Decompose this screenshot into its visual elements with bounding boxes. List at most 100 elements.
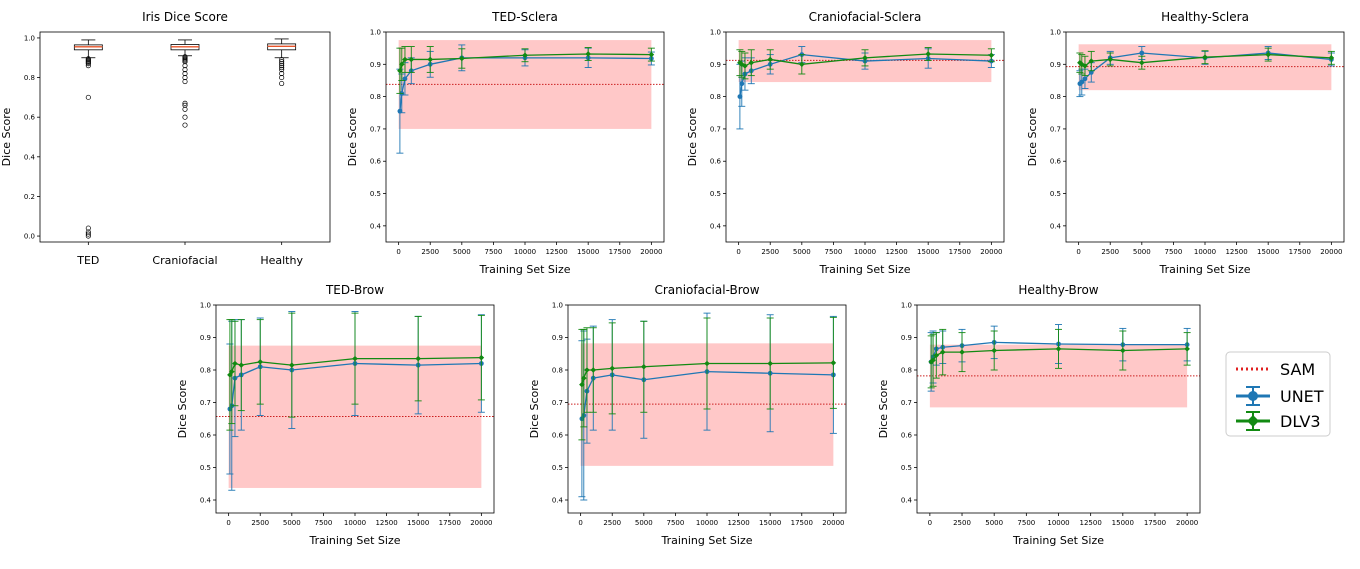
y-axis-label: Dice Score: [686, 107, 699, 166]
outlier-point: [279, 63, 285, 69]
data-point: [228, 368, 235, 375]
legend-dlv3-swatch: [1236, 411, 1270, 431]
y-tick-label: 0.0: [24, 233, 35, 241]
x-tick-label: 0: [226, 519, 230, 527]
y-tick-label: 0.8: [24, 74, 35, 82]
data-point: [739, 81, 745, 87]
data-point: [1088, 58, 1095, 64]
y-tick-label: 0.8: [552, 367, 563, 375]
x-axis-label: Training Set Size: [1012, 534, 1104, 547]
data-point: [1139, 50, 1145, 56]
chart-cranio-brow: Craniofacial-Brow Dice Score 0.4 0.5 0.6 0.7 0…: [528, 283, 847, 547]
y-tick-label: 0.6: [1050, 158, 1062, 166]
y-tick-label: 0.8: [200, 367, 211, 375]
plot-frame: [39, 31, 331, 243]
box-craniofacial: [170, 39, 200, 128]
data-point: [427, 56, 434, 63]
x-tick-label: 2500: [251, 519, 269, 527]
outlier-point: [85, 233, 91, 239]
chart-healthy-sclera: Healthy-Sclera Dice Score 0.4 0.5 0.6 0.7 0.8 0…: [1026, 10, 1345, 276]
outlier-point: [182, 102, 188, 108]
x-axis-label: Training Set Size: [478, 263, 570, 276]
data-point: [584, 367, 590, 373]
chart-title: TED-Sclera: [491, 10, 558, 24]
data-point: [580, 375, 587, 381]
plot-frame: [215, 304, 495, 514]
plot-frame: [1065, 31, 1345, 243]
plot-frame: [567, 304, 847, 514]
x-tick-label: 20000: [640, 248, 662, 256]
panels: Iris Dice Score Dice Score 0.0 0.2 0.4 0.6 0.8…: [0, 10, 1345, 547]
chart-title: Healthy-Sclera: [1161, 10, 1249, 24]
outlier-point: [279, 61, 285, 67]
y-tick-label: 0.4: [552, 497, 564, 505]
y-tick-label: 0.4: [710, 222, 722, 230]
y-tick-label: 1.0: [710, 29, 721, 37]
plot-frame: [385, 31, 665, 243]
plot-frame: [725, 31, 1005, 243]
legend-dlv3-label: DLV3: [1280, 412, 1321, 431]
chart-cranio-sclera: Craniofacial-Sclera Dice Score 0.4 0.5 0.6 0.…: [686, 10, 1005, 276]
data-point: [398, 61, 405, 68]
data-point: [522, 52, 528, 59]
chart-ted-brow: TED-Brow Dice Score 0.4 0.5 0.6 0.7 0.8 0.9 1.0 0…: [176, 283, 495, 547]
data-point: [352, 355, 358, 362]
y-axis-label: Dice Score: [528, 379, 541, 438]
y-tick-label: 1.0: [901, 302, 912, 310]
x-tick-label: 10000: [514, 248, 536, 256]
data-point: [590, 367, 597, 373]
x-tick-label: Craniofacial: [152, 254, 217, 267]
x-tick-label: 17500: [439, 519, 461, 527]
data-point: [767, 360, 773, 367]
data-point: [1082, 76, 1088, 82]
x-tick-label: 7500: [666, 519, 684, 527]
y-tick-label: 1.0: [200, 302, 211, 310]
outlier-point: [279, 65, 285, 71]
y-tick-label: 0.4: [370, 222, 382, 230]
x-tick-label: 15000: [407, 519, 429, 527]
y-tick-label: 0.8: [710, 93, 721, 101]
x-tick-label: 0: [928, 519, 932, 527]
y-tick-label: 0.5: [710, 190, 721, 198]
x-tick-label: 5000: [635, 519, 653, 527]
x-tick-label: 12500: [375, 519, 397, 527]
data-point: [585, 51, 591, 57]
y-tick-label: 0.6: [200, 432, 212, 440]
series-dlv3: [1076, 47, 1335, 77]
x-tick-label: 10000: [1047, 519, 1069, 527]
data-point: [799, 61, 805, 68]
x-tick-label: 7500: [1164, 248, 1182, 256]
x-tick-label: 0: [578, 519, 582, 527]
data-point: [1055, 346, 1062, 352]
data-point: [767, 56, 774, 63]
x-tick-label: 10000: [854, 248, 876, 256]
y-axis-label: Dice Score: [1026, 107, 1039, 166]
outlier-point: [279, 75, 285, 81]
data-point: [459, 55, 465, 62]
x-tick-label: 12500: [885, 248, 907, 256]
x-tick-label: 5000: [1133, 248, 1151, 256]
y-tick-label: 0.4: [901, 497, 913, 505]
x-tick-label: 5000: [985, 519, 1003, 527]
x-tick-label: 15000: [1112, 519, 1134, 527]
plot-frame: [916, 304, 1201, 514]
series-dlv3: [736, 47, 995, 80]
y-tick-label: 0.7: [370, 125, 381, 133]
y-tick-label: 1.0: [1050, 29, 1061, 37]
x-tick-label: Healthy: [260, 254, 303, 267]
outlier-point: [279, 71, 285, 77]
box-healthy: [267, 38, 297, 87]
chart-iris: Iris Dice Score Dice Score 0.0 0.2 0.4 0.6 0.8…: [0, 10, 331, 267]
data-point: [988, 52, 995, 59]
data-point: [1079, 79, 1085, 85]
y-tick-label: 0.7: [1050, 125, 1061, 133]
y-tick-label: 0.8: [901, 367, 912, 375]
data-point: [830, 360, 837, 366]
x-tick-label: 20000: [980, 248, 1002, 256]
x-axis-label: Training Set Size: [308, 534, 400, 547]
x-tick-label: 2500: [1101, 248, 1119, 256]
outlier-point: [279, 59, 285, 65]
y-tick-label: 0.6: [901, 432, 913, 440]
data-point: [1107, 56, 1114, 63]
data-point: [648, 51, 655, 58]
